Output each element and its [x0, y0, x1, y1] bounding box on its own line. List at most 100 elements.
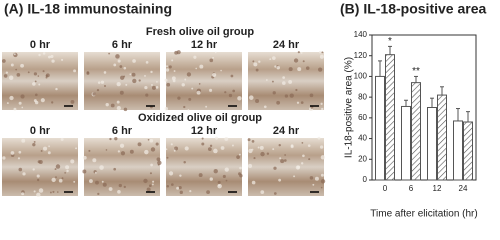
cell	[184, 146, 189, 151]
micrographs: Fresh olive oil group 0 hr 6 hr 12 hr 24 hr O…	[1, 26, 326, 197]
cell	[209, 58, 214, 63]
cell	[224, 136, 229, 141]
cell	[273, 192, 277, 195]
cell	[40, 150, 43, 152]
bar	[385, 54, 395, 181]
cell	[70, 99, 75, 104]
cell	[38, 53, 41, 57]
cell	[174, 50, 179, 55]
cell	[27, 71, 30, 74]
cell	[38, 83, 41, 86]
cell	[232, 89, 236, 93]
cell	[120, 151, 126, 156]
cell	[94, 171, 97, 174]
micrograph	[2, 52, 78, 110]
cell	[213, 169, 218, 174]
group-label: Fresh olive oil group	[146, 26, 254, 38]
cell	[236, 155, 240, 159]
cell	[220, 146, 225, 150]
y-tick-label: 120	[354, 51, 368, 60]
cell	[51, 177, 56, 183]
cell	[212, 56, 215, 59]
cell	[110, 103, 115, 108]
cell	[8, 75, 14, 80]
cell	[288, 67, 293, 72]
cell	[290, 144, 294, 147]
time-label: 12 hr	[191, 125, 218, 137]
cell	[165, 68, 170, 72]
cell	[48, 55, 51, 59]
cell	[56, 191, 59, 193]
cell	[132, 59, 136, 63]
cell	[61, 177, 64, 180]
cell	[239, 166, 242, 170]
cell	[248, 163, 253, 168]
cell	[20, 94, 25, 99]
cell	[302, 154, 305, 158]
cell	[64, 172, 66, 174]
cell	[40, 98, 45, 103]
cell	[183, 161, 186, 164]
cell	[288, 79, 293, 84]
x-tick-label: 6	[409, 184, 414, 193]
cell	[207, 147, 212, 151]
cell	[260, 151, 265, 157]
cell	[33, 140, 36, 143]
cell	[228, 93, 233, 98]
cell	[96, 88, 100, 92]
cell	[3, 74, 8, 78]
cell	[255, 99, 260, 104]
cell	[274, 65, 277, 68]
cell	[117, 59, 121, 63]
cell	[21, 138, 26, 143]
group-label: Oxidized olive oil group	[138, 112, 262, 124]
cell	[222, 174, 226, 179]
cell	[88, 149, 91, 152]
cell	[220, 69, 222, 72]
cell	[83, 155, 87, 160]
cell	[320, 155, 326, 160]
x-tick-label: 24	[459, 184, 468, 193]
time-label: 6 hr	[112, 125, 133, 137]
cell	[317, 136, 321, 140]
cell	[320, 186, 323, 189]
cell	[116, 105, 121, 111]
time-label: 0 hr	[30, 39, 51, 51]
cell	[9, 95, 14, 101]
cell	[131, 72, 136, 77]
cell	[116, 100, 120, 104]
figure: (A) IL-18 immunostaining (B) IL-18-posit…	[1, 1, 486, 220]
cell	[123, 185, 126, 189]
panel-a-title: (A) IL-18 immunostaining	[4, 1, 172, 17]
cell	[320, 102, 323, 105]
time-label: 24 hr	[273, 125, 300, 137]
cell	[238, 153, 241, 156]
cell	[278, 143, 281, 147]
bar	[437, 94, 447, 181]
cell	[272, 56, 276, 60]
cell	[156, 157, 161, 162]
y-tick-label: 20	[358, 154, 367, 163]
cell	[296, 101, 300, 104]
cell	[10, 63, 14, 67]
cell	[263, 105, 267, 109]
cell	[151, 85, 156, 90]
cell	[13, 52, 18, 58]
cell	[178, 186, 182, 190]
cell	[92, 92, 96, 96]
time-label: 6 hr	[112, 39, 133, 51]
x-axis-label: Time after elicitation (hr)	[370, 209, 477, 220]
cell	[173, 70, 176, 72]
plot-frame	[371, 34, 477, 181]
cell	[34, 80, 37, 83]
cell	[118, 183, 122, 188]
cell	[186, 72, 192, 77]
cell	[224, 167, 229, 172]
y-tick-label: 100	[354, 72, 368, 81]
cell	[95, 180, 99, 185]
cell	[230, 74, 234, 78]
cell	[34, 100, 39, 105]
bar	[453, 120, 463, 181]
cell	[5, 71, 9, 74]
cell	[157, 160, 162, 166]
